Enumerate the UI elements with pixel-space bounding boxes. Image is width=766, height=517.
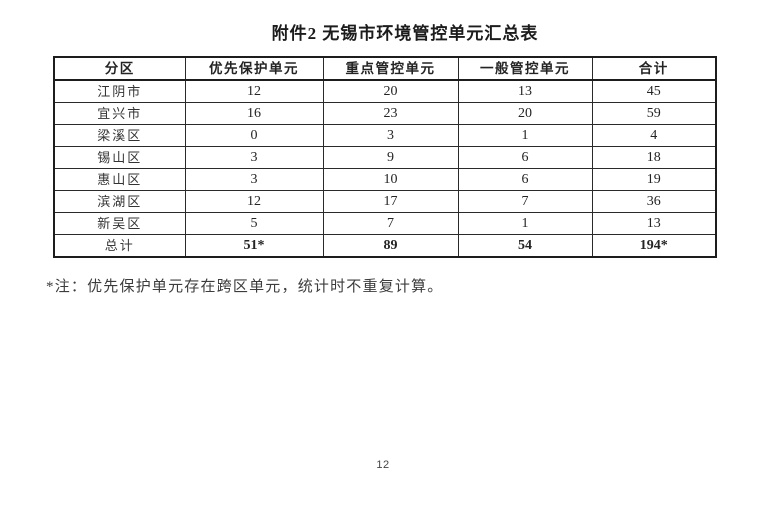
value-cell: 36 <box>591 190 717 213</box>
value-cell: 18 <box>591 146 717 169</box>
value-cell: 6 <box>457 146 593 169</box>
value-cell: 1 <box>457 124 593 147</box>
value-cell: 19 <box>591 168 717 191</box>
value-cell: 1 <box>457 212 593 235</box>
value-cell: 20 <box>322 79 459 103</box>
total-row: 总计 51* 89 54 194* <box>53 234 717 258</box>
table-header: 分区 优先保护单元 重点管控单元 一般管控单元 合计 <box>53 56 717 81</box>
value-cell: 3 <box>322 124 459 147</box>
footnote: *注：优先保护单元存在跨区单元，统计时不重复计算。 <box>46 279 444 295</box>
value-cell: 6 <box>457 168 593 191</box>
value-cell: 5 <box>184 212 324 235</box>
header-region: 分区 <box>53 56 186 81</box>
header-row: 分区 优先保护单元 重点管控单元 一般管控单元 合计 <box>53 56 717 81</box>
table-row: 滨湖区 12 17 7 36 <box>53 190 717 213</box>
header-total: 合计 <box>591 56 717 81</box>
table-row: 江阴市 12 20 13 45 <box>53 79 717 103</box>
total-sum-cell: 194* <box>591 234 717 258</box>
region-cell: 梁溪区 <box>53 124 186 147</box>
page-number: 12 <box>376 459 390 471</box>
value-cell: 4 <box>591 124 717 147</box>
table-row: 宜兴市 16 23 20 59 <box>53 102 717 125</box>
region-cell: 宜兴市 <box>53 102 186 125</box>
value-cell: 12 <box>184 79 324 103</box>
table-row: 新吴区 5 7 1 13 <box>53 212 717 235</box>
value-cell: 59 <box>591 102 717 125</box>
region-cell: 江阴市 <box>53 79 186 103</box>
value-cell: 13 <box>591 212 717 235</box>
document-title: 附件2 无锡市环境管控单元汇总表 <box>271 24 539 43</box>
header-key-control-units: 重点管控单元 <box>322 56 459 81</box>
table-footer: 总计 51* 89 54 194* <box>53 234 717 258</box>
total-label-cell: 总计 <box>53 234 186 258</box>
value-cell: 16 <box>184 102 324 125</box>
value-cell: 45 <box>591 79 717 103</box>
value-cell: 3 <box>184 146 324 169</box>
region-cell: 滨湖区 <box>53 190 186 213</box>
region-cell: 新吴区 <box>53 212 186 235</box>
total-key-cell: 89 <box>322 234 459 258</box>
table-row: 惠山区 3 10 6 19 <box>53 168 717 191</box>
value-cell: 13 <box>457 79 593 103</box>
total-general-cell: 54 <box>457 234 593 258</box>
total-priority-cell: 51* <box>184 234 324 258</box>
value-cell: 20 <box>457 102 593 125</box>
region-cell: 惠山区 <box>53 168 186 191</box>
value-cell: 17 <box>322 190 459 213</box>
summary-table: 分区 优先保护单元 重点管控单元 一般管控单元 合计 江阴市 12 20 13 45 宜兴… <box>53 56 717 258</box>
value-cell: 12 <box>184 190 324 213</box>
value-cell: 0 <box>184 124 324 147</box>
value-cell: 9 <box>322 146 459 169</box>
header-general-control-units: 一般管控单元 <box>457 56 593 81</box>
value-cell: 23 <box>322 102 459 125</box>
value-cell: 3 <box>184 168 324 191</box>
value-cell: 7 <box>322 212 459 235</box>
value-cell: 7 <box>457 190 593 213</box>
value-cell: 10 <box>322 168 459 191</box>
table-row: 梁溪区 0 3 1 4 <box>53 124 717 147</box>
header-priority-protection-units: 优先保护单元 <box>184 56 324 81</box>
region-cell: 锡山区 <box>53 146 186 169</box>
table-body: 江阴市 12 20 13 45 宜兴市 16 23 20 59 梁溪区 0 3 1 4 锡山区 3 9 6 18 惠山区… <box>53 79 717 235</box>
table-row: 锡山区 3 9 6 18 <box>53 146 717 169</box>
